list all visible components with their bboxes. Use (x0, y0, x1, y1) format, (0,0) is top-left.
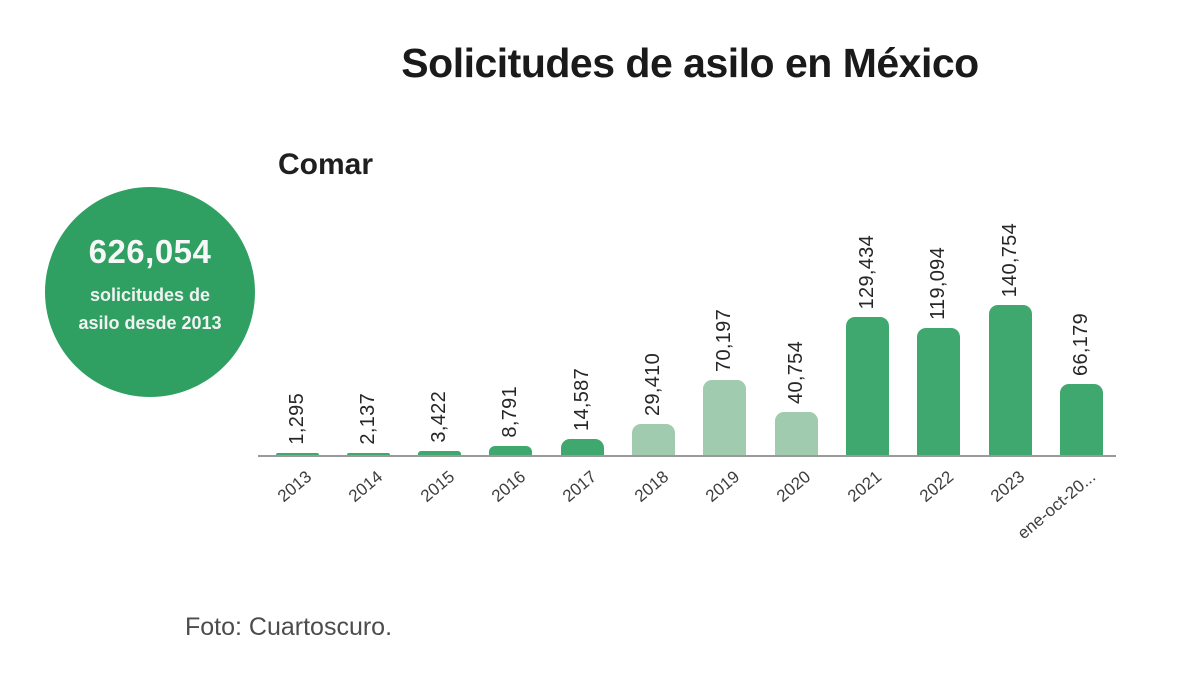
bar-value-label: 14,587 (570, 368, 593, 431)
summary-badge-line2: asilo desde 2013 (78, 313, 222, 333)
page-title: Solicitudes de asilo en México (401, 40, 979, 86)
bar-2017 (560, 439, 604, 455)
bar-value-label: 29,410 (642, 353, 664, 416)
bar-2016 (489, 446, 533, 455)
bar-2014 (346, 453, 390, 455)
bar-value-label: 8,791 (499, 386, 522, 438)
bar-value-label: 3,422 (428, 391, 451, 443)
bar-value-label: 66,179 (1069, 313, 1092, 376)
bar-value-label: 129,434 (855, 234, 878, 309)
summary-badge-line1: solicitudes de (89, 285, 211, 305)
bar-2022 (917, 328, 961, 455)
bar-2015 (418, 451, 462, 455)
bar-2019 (703, 380, 747, 455)
bar-2020 (774, 412, 818, 455)
bar-2013 (275, 453, 319, 455)
bar-value-label: 1,295 (285, 393, 308, 445)
bar-2021 (845, 317, 889, 455)
x-axis-line (258, 455, 1116, 457)
photo-credit: Foto: Cuartoscuro. (185, 613, 393, 641)
summary-badge: 626,054 solicitudes de asilo desde 2013 (45, 187, 255, 397)
bar-value-label: 40,754 (784, 341, 807, 404)
bar-value-label: 70,197 (713, 309, 736, 372)
bar-2023 (988, 305, 1032, 455)
bar-value-label: 119,094 (927, 247, 950, 320)
chart-subtitle: Comar (278, 148, 374, 181)
bar-value-label: 2,137 (356, 393, 379, 445)
bar-value-label: 140,754 (998, 222, 1021, 297)
summary-badge-value: 626,054 (88, 233, 212, 270)
bar-2018 (632, 424, 675, 455)
bar-ene-oct-20... (1059, 384, 1103, 455)
